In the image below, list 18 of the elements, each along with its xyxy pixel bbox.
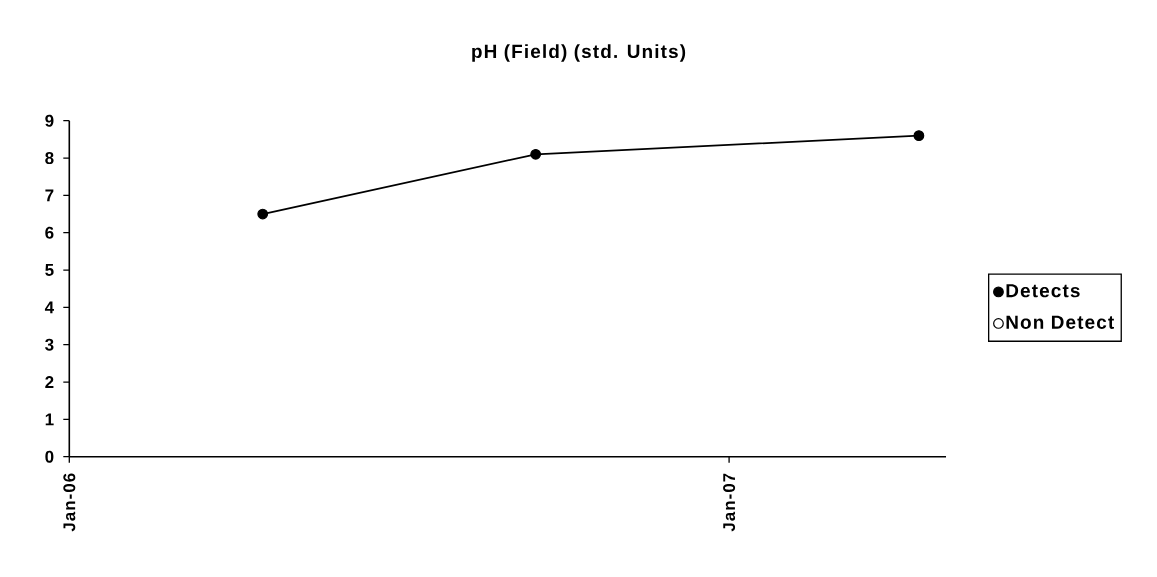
y-tick-label: 5 [45,264,54,276]
y-tick-label: 1 [45,413,54,426]
y-tick-label: 8 [45,152,54,165]
y-tick-label: 4 [44,301,55,314]
legend-label: Non Detect [1006,315,1114,329]
legend-label: Detects [1006,284,1080,298]
y-tick-label: 7 [45,189,54,202]
point [530,148,542,160]
y-tick-label: 3 [45,338,54,351]
x-tick-label: Jan-06 [63,473,76,532]
y-tick-label: 2 [45,376,54,388]
point [257,208,269,220]
y-tick-label: 0 [45,450,54,463]
y-tick-label: 9 [45,114,54,127]
y-tick-label: 6 [45,226,54,239]
x-tick-label: Jan-07 [723,473,736,532]
point [913,130,925,142]
chart-title: pH (Field) (std. Units) [472,44,686,62]
